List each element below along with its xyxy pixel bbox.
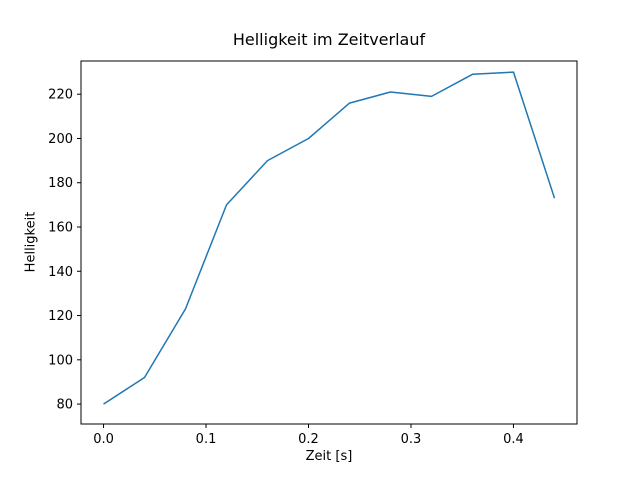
y-tick-label: 80 (56, 398, 73, 413)
data-series-layer (103, 71, 556, 405)
y-tick-label: 120 (48, 309, 73, 324)
y-tick-label: 180 (48, 176, 73, 191)
plot-border (80, 60, 578, 425)
y-tick-label: 140 (48, 265, 73, 280)
x-axis-label: Zeit [s] (305, 449, 353, 464)
y-tick-label: 220 (48, 88, 73, 103)
x-tick-label: 0.0 (93, 432, 114, 447)
x-tick-label: 0.4 (503, 432, 524, 447)
y-axis-label: Helligkeit (23, 211, 39, 273)
y-tick-label: 200 (48, 132, 73, 147)
x-tick-label: 0.3 (401, 432, 422, 447)
data-line-series (103, 71, 556, 405)
x-tick-label: 0.2 (298, 432, 319, 447)
axis-ticks-layer: 0.0 0.1 0.2 0.3 0.4 80 100 120 140 160 180 200 220 (48, 88, 524, 447)
chart-title: Helligkeit im Zeitverlauf (232, 30, 426, 49)
plot-border-layer (80, 60, 578, 425)
y-tick-label: 160 (48, 221, 73, 236)
x-tick-label: 0.1 (196, 432, 217, 447)
y-tick-label: 100 (48, 353, 73, 368)
